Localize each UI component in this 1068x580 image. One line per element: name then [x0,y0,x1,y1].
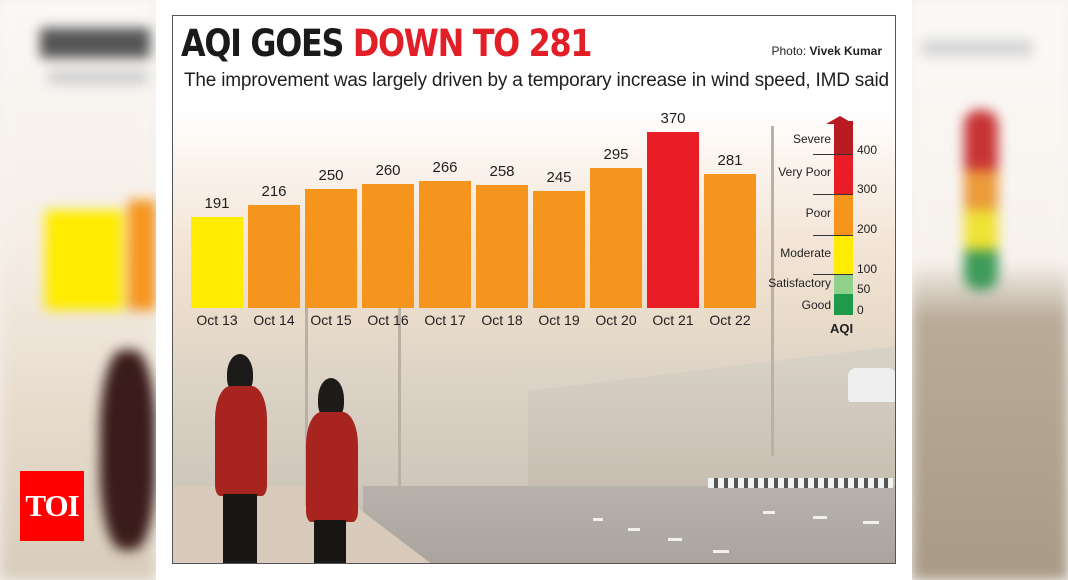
x-axis-label: Oct 16 [367,312,409,328]
blurred-bar-orange [128,200,156,310]
legend-tick-label: 50 [857,282,871,296]
bar-value-label: 245 [546,169,572,186]
bar-value-label: 216 [261,183,287,200]
blurred-subtitle [48,70,148,84]
blurred-legend-orange [964,170,998,210]
bar [248,205,300,308]
x-axis-label: Oct 18 [481,312,523,328]
road-barrier [708,478,893,488]
bar [191,217,243,308]
bar-value-label: 295 [603,146,629,163]
lane-marking [813,516,827,519]
x-axis-label: Oct 19 [538,312,580,328]
bar [590,168,642,308]
bar-value-label: 191 [204,195,230,212]
legend-label: Very Poor [778,165,831,179]
x-axis-label: Oct 14 [253,312,295,328]
photo-credit-label: Photo: [771,44,810,58]
legend-label: Satisfactory [768,276,831,290]
bar [362,184,414,308]
blurred-figure [100,350,156,550]
legend-label: Severe [792,132,831,146]
legend-tick-label: 200 [857,222,878,236]
lane-marking [628,528,640,531]
legend-swatch-moderate [834,235,853,274]
legend-tick-label: 0 [857,303,864,317]
background-photo [173,126,895,563]
light-pole [398,306,401,496]
photo-credit-name: Vivek Kumar [809,44,883,58]
legend-arrow-up-icon [826,116,854,124]
x-axis-label: Oct 20 [595,312,637,328]
legend-swatch-satisfactory [834,274,853,294]
blurred-text [922,40,1032,56]
legend-tick-label: 400 [857,143,878,157]
legend-swatch-poor [834,194,853,235]
light-pole [305,306,308,506]
bar-value-label: 260 [375,162,401,179]
legend-label: Good [801,298,831,312]
lane-marking [863,521,879,524]
x-axis-label: Oct 21 [652,312,694,328]
blurred-legend-red [964,110,998,170]
lane-marking [763,511,775,514]
bar [647,132,699,308]
bar [305,189,357,308]
legend-label: Poor [805,206,831,220]
legend-label: Moderate [780,246,831,260]
light-pole [771,126,774,456]
bar-value-label: 250 [318,167,344,184]
bar-value-label: 266 [432,159,458,176]
legend-divider [813,235,853,236]
blurred-background-right [912,0,1068,580]
lane-marking [668,538,682,541]
bar [419,181,471,308]
bar [533,191,585,308]
headline-black: AQI GOES [181,22,353,65]
photo-credit: Photo: Vivek Kumar [771,44,882,58]
subheadline: The improvement was largely driven by a … [184,70,889,91]
toi-logo: TOI [20,471,84,541]
x-axis-label: Oct 17 [424,312,466,328]
blurred-legend-yellow [964,210,998,250]
bar-value-label: 258 [489,163,515,180]
headline: AQI GOES DOWN TO 281 [181,22,593,66]
x-axis-label: Oct 15 [310,312,352,328]
legend-tick-label: 300 [857,182,878,196]
lane-marking [713,550,729,553]
bar [476,185,528,308]
legend-divider [813,274,853,275]
aqi-bar-chart: 191 Oct 13 216 Oct 14 250 Oct 15 260 Oct 16 266 O… [173,16,895,563]
legend-swatch-severe [834,121,853,154]
legend-tick-label: 100 [857,262,878,276]
blurred-legend-green [964,250,998,290]
infographic-card: AQI GOES DOWN TO 281 Photo: Vivek Kumar … [172,15,896,564]
legend-swatch-very-poor [834,154,853,194]
blurred-title [40,28,150,58]
x-axis-label: Oct 13 [196,312,238,328]
blurred-bar-yellow [45,210,123,310]
headline-red: DOWN TO 281 [352,22,593,65]
legend-title: AQI [830,321,854,336]
bar-value-label: 281 [717,152,743,169]
road [363,486,895,563]
legend-swatch-good [834,294,853,315]
bar [704,174,756,308]
lane-marking [593,518,603,521]
legend-divider [813,154,853,155]
x-axis-label: Oct 22 [709,312,751,328]
car [848,368,895,402]
legend-divider [813,194,853,195]
bar-value-label: 370 [660,110,686,127]
